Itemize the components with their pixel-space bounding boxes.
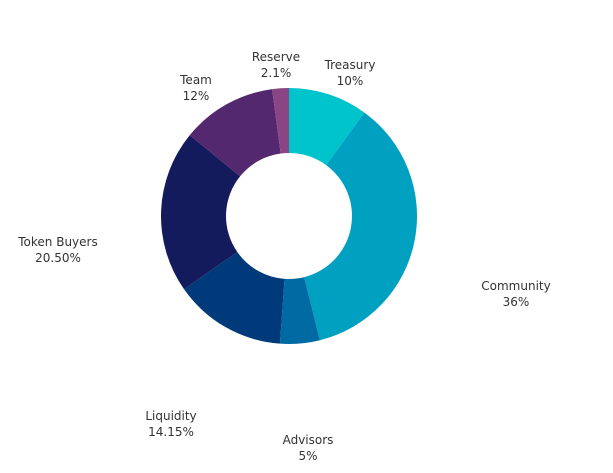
- label-treasury: Treasury 10%: [318, 57, 382, 89]
- slice-token-buyers: [161, 135, 241, 290]
- label-liquidity: Liquidity 14.15%: [136, 408, 206, 440]
- label-advisors-name: Advisors: [282, 433, 334, 447]
- label-reserve-value: 2.1%: [260, 66, 292, 80]
- label-treasury-name: Treasury: [324, 58, 376, 72]
- label-liquidity-name: Liquidity: [145, 409, 197, 423]
- label-team-value: 12%: [182, 89, 210, 103]
- slice-team: [189, 89, 281, 177]
- label-treasury-value: 10%: [336, 74, 364, 88]
- label-advisors: Advisors 5%: [276, 432, 340, 464]
- label-token-buyers: Token Buyers 20.50%: [12, 234, 104, 266]
- label-team: Team 12%: [168, 72, 224, 104]
- slice-treasury: [289, 88, 365, 166]
- slice-reserve: [272, 88, 289, 154]
- label-reserve: Reserve 2.1%: [244, 49, 308, 81]
- label-advisors-value: 5%: [298, 449, 318, 463]
- label-community-name: Community: [481, 279, 551, 293]
- label-token-buyers-name: Token Buyers: [18, 235, 98, 249]
- label-community: Community 36%: [476, 278, 556, 310]
- slice-liquidity: [183, 252, 285, 344]
- label-reserve-name: Reserve: [251, 50, 301, 64]
- label-team-name: Team: [180, 73, 212, 87]
- slice-community: [304, 112, 417, 341]
- slice-advisors: [279, 277, 320, 344]
- label-token-buyers-value: 20.50%: [35, 251, 81, 265]
- label-community-value: 36%: [502, 295, 530, 309]
- label-liquidity-value: 14.15%: [148, 425, 194, 439]
